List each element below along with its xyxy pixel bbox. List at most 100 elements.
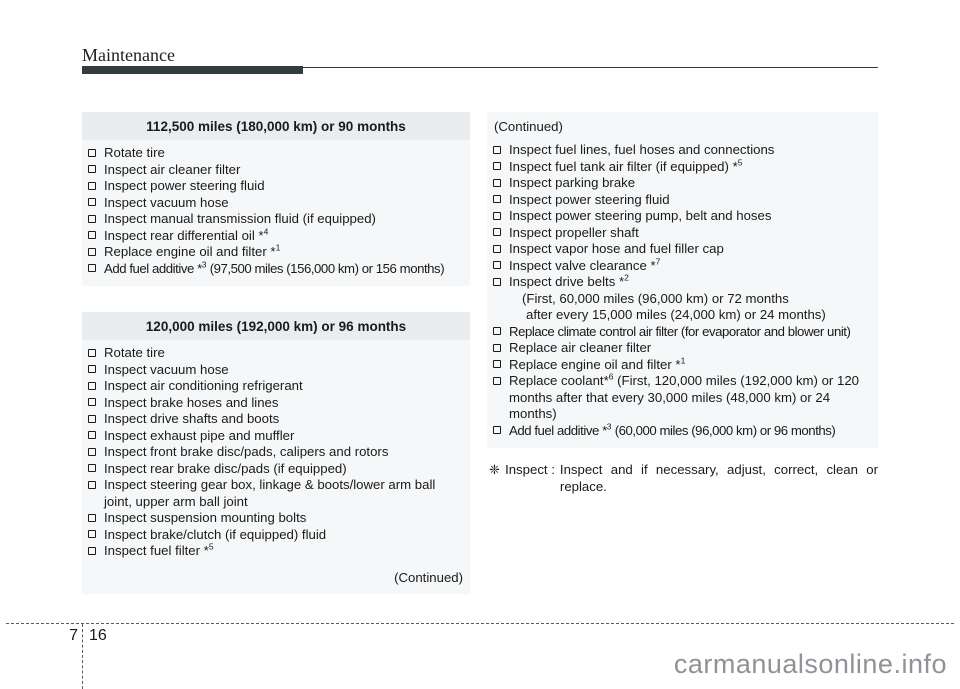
checklist-item: Inspect propeller shaft <box>492 225 874 242</box>
checklist-item: Replace air cleaner filter <box>492 340 874 357</box>
item-text: Inspect power steering fluid <box>509 191 670 207</box>
item-text: Inspect brake hoses and lines <box>104 394 279 410</box>
checklist-item: Inspect fuel tank air filter (if equippe… <box>492 158 874 176</box>
inspect-note: ❈ Inspect : Inspect and if necessary, adju… <box>487 461 878 495</box>
checklist-item: Inspect valve clearance *7 <box>492 256 874 275</box>
item-text: Inspect parking brake <box>509 175 636 190</box>
checklist-item: Inspect suspension mounting bolts <box>87 510 466 527</box>
maintenance-checklist: Rotate tire Inspect air cleaner filter I… <box>87 145 466 277</box>
checklist-item: Inspect manual transmission fluid (if eq… <box>87 211 466 228</box>
footnote-superscript: 7 <box>655 256 661 267</box>
checkbox-icon <box>88 231 96 239</box>
checklist-item: Inspect vapor hose and fuel filler cap <box>492 241 874 258</box>
page-number: 16 <box>89 627 107 644</box>
checkbox-icon <box>88 381 96 390</box>
item-continuation: (First, 60,000 miles (96,000 km) or 72 m… <box>509 291 874 324</box>
checklist-item: Inspect rear brake disc/pads (if equippe… <box>87 461 466 478</box>
item-text: Inspect drive shafts and boots <box>104 411 280 426</box>
item-text: Rotate tire <box>104 145 165 160</box>
checklist-item: Inspect front brake disc/pads, calipers … <box>87 444 466 461</box>
left-column: 112,500 miles (180,000 km) or 90 months … <box>82 112 470 594</box>
item-text: Replace air cleaner filter <box>509 340 652 355</box>
title-underline-bar <box>82 66 303 74</box>
checkbox-icon <box>88 181 96 190</box>
checkbox-icon <box>493 277 501 286</box>
checkbox-icon <box>88 348 96 357</box>
checkbox-icon <box>88 447 96 456</box>
checkbox-icon <box>493 343 501 352</box>
checkbox-icon <box>493 178 501 187</box>
item-text: Inspect steering gear box, linkage & boo… <box>104 477 436 509</box>
checkbox-icon <box>88 214 96 223</box>
footer-dashed-divider <box>82 624 83 689</box>
checklist-item: Inspect parking brake <box>492 175 874 192</box>
item-text: Inspect power steering pump, belt and ho… <box>509 208 772 223</box>
schedule-box-body: (Continued) Inspect fuel lines, fuel hos… <box>487 112 878 448</box>
checklist-item: Inspect power steering fluid <box>87 178 466 195</box>
schedule-box-body: Rotate tire Inspect air cleaner filter I… <box>82 140 470 286</box>
checklist-item: Inspect rear differential oil *4 <box>87 227 466 245</box>
item-text: Inspect manual transmission fluid (if eq… <box>104 211 376 226</box>
checkbox-icon <box>88 480 96 489</box>
item-text: Inspect drive belts * <box>509 274 625 289</box>
chapter-number: 7 <box>69 627 78 644</box>
footnote-superscript: 5 <box>208 541 214 552</box>
footnote-superscript: 6 <box>608 371 614 382</box>
footnote-superscript: 1 <box>680 355 686 366</box>
footer-dashed-rule <box>6 623 954 624</box>
schedule-box-120000: 120,000 miles (192,000 km) or 96 months … <box>82 312 470 594</box>
schedule-box-112500: 112,500 miles (180,000 km) or 90 months … <box>82 112 470 286</box>
checklist-item: Inspect drive shafts and boots <box>87 411 466 428</box>
checklist-item: Add fuel additive *3 (60,000 miles (96,0… <box>492 421 874 440</box>
checkbox-icon <box>88 414 96 423</box>
item-text: Replace climate control air filter (for … <box>509 323 851 339</box>
item-text: Replace engine oil and filter * <box>104 244 276 259</box>
checkbox-icon <box>88 198 96 206</box>
maintenance-checklist: Inspect fuel lines, fuel hoses and conne… <box>492 142 874 439</box>
item-text: Add fuel additive * <box>509 422 607 438</box>
checkbox-icon <box>88 264 96 272</box>
checkbox-icon <box>493 162 501 170</box>
item-text-tail: (60,000 miles (96,000 km) or 96 months) <box>611 422 836 438</box>
checkbox-icon <box>493 195 501 203</box>
checkbox-icon <box>493 244 501 253</box>
footnote-superscript: 3 <box>201 259 207 270</box>
item-text-tail: (First, 120,000 miles (192,000 km) or 12… <box>509 373 859 421</box>
schedule-box-continued: (Continued) Inspect fuel lines, fuel hos… <box>487 112 878 448</box>
checklist-item: Inspect brake hoses and lines <box>87 395 466 412</box>
footnote-superscript: 3 <box>606 421 612 432</box>
checklist-item: Inspect brake/clutch (if equipped) fluid <box>87 527 466 544</box>
footnote-superscript: 2 <box>624 272 629 283</box>
item-text: Replace coolant* <box>509 373 609 388</box>
checkbox-icon <box>493 145 501 154</box>
item-text: Inspect vacuum hose <box>104 361 229 377</box>
checklist-item: Inspect air conditioning refrigerant <box>87 378 466 395</box>
footnote-superscript: 1 <box>275 242 281 253</box>
title-underline-thin-rule <box>82 67 878 68</box>
item-text: Inspect fuel filter * <box>104 543 209 558</box>
item-text: Inspect air conditioning refrigerant <box>104 378 303 393</box>
item-text: Inspect air cleaner filter <box>104 161 241 177</box>
checklist-item: Add fuel additive *3 (97,500 miles (156,… <box>87 259 466 278</box>
reference-mark-icon: ❈ <box>489 462 501 477</box>
checklist-item: Inspect power steering fluid <box>492 192 874 209</box>
checklist-item: Replace climate control air filter (for … <box>492 324 874 341</box>
checkbox-icon <box>88 398 96 406</box>
item-text: Rotate tire <box>104 345 165 360</box>
continuation-line: (First, 60,000 miles (96,000 km) or 72 m… <box>522 290 789 306</box>
item-text: Inspect valve clearance * <box>509 257 656 273</box>
item-text-tail: (97,500 miles (156,000 km) or 156 months… <box>206 260 445 276</box>
item-text: Inspect vacuum hose <box>104 194 229 210</box>
checklist-item: Inspect fuel lines, fuel hoses and conne… <box>492 142 874 159</box>
schedule-box-body: Rotate tire Inspect vacuum hose Inspect … <box>82 340 470 594</box>
item-text: Inspect rear differential oil * <box>104 227 264 243</box>
continued-label: (Continued) <box>394 569 463 585</box>
checkbox-icon <box>493 261 501 269</box>
checklist-item: Replace engine oil and filter *1 <box>492 355 874 374</box>
watermark: carmanualsonline.info <box>673 649 947 679</box>
schedule-box-title: 120,000 miles (192,000 km) or 96 months <box>82 312 470 340</box>
item-text: Inspect fuel tank air filter (if equippe… <box>509 158 738 174</box>
checklist-item: Replace engine oil and filter *1 <box>87 242 466 261</box>
checkbox-icon <box>493 327 501 335</box>
title-underline <box>82 66 878 74</box>
